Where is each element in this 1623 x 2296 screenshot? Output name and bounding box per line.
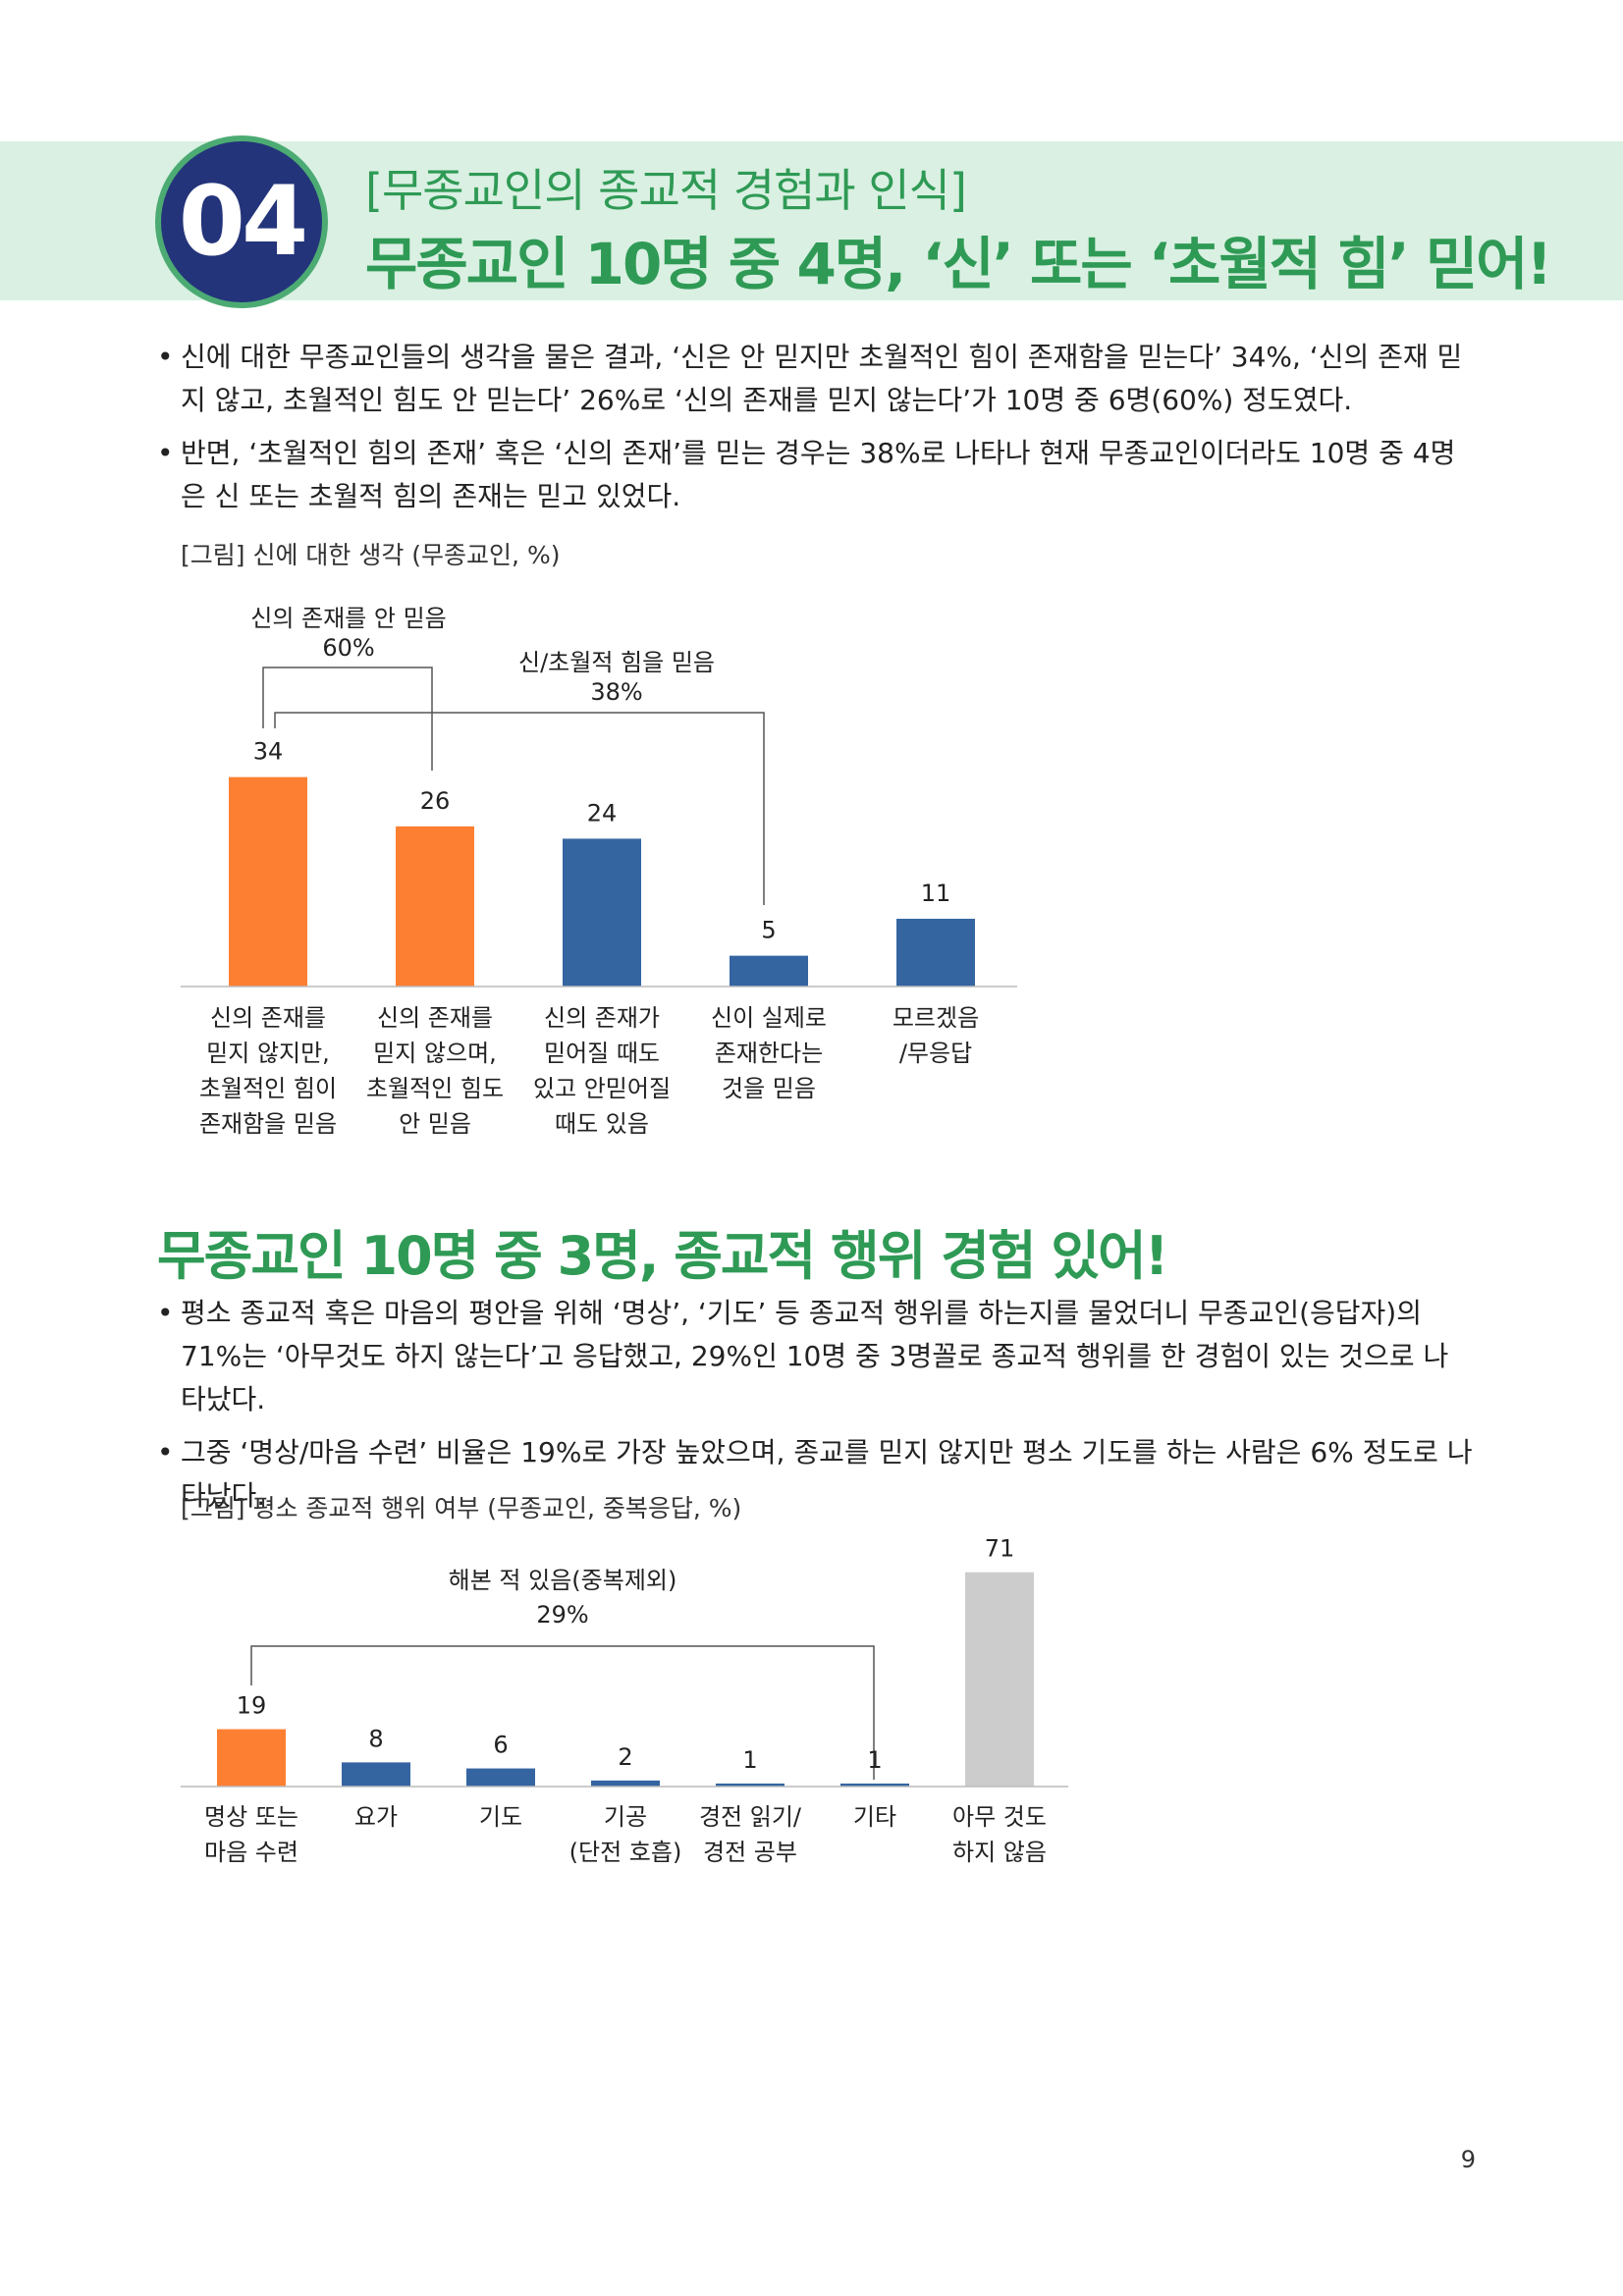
data-label: 6	[493, 1732, 508, 1759]
data-label: 1	[867, 1746, 882, 1774]
bar	[563, 838, 641, 987]
data-label: 11	[921, 880, 951, 907]
chart-religious-practice: 해본 적 있음(중복제외) 29% 19 8 6 2 1 1 71 명상 또는 마음 수련 요가…	[181, 1535, 1068, 1866]
category-label: 모르겠음/무응답	[893, 1004, 979, 1067]
data-label: 8	[368, 1725, 383, 1752]
category-label: 신이 실제로 존재한다는 것을 믿음	[711, 1004, 827, 1102]
annotation-value: 29%	[536, 1601, 588, 1629]
chart1-brackets: 신의 존재를 안 믿음 60% 신/초월적 힘을 믿음 38%	[250, 605, 765, 905]
bar	[342, 1762, 410, 1787]
bar	[229, 776, 307, 987]
badge-number: 04	[178, 166, 308, 278]
header-subtitle: [무종교인의 종교적 경험과 인식]	[365, 164, 967, 217]
data-label: 5	[761, 917, 776, 944]
bar	[396, 826, 474, 987]
bar	[466, 1768, 535, 1787]
figure-caption-1: [그림] 신에 대한 생각 (무종교인, %)	[181, 541, 561, 569]
category-label: 신의 존재를 믿지 않으며, 초월적인 힘도 안 믿음	[366, 1004, 504, 1138]
category-label: 신의 존재를 믿지 않지만, 초월적인 힘이 존재함을 믿음	[199, 1004, 337, 1138]
category-label: 기공 (단전 호흡)	[569, 1803, 682, 1866]
category-label: 기타	[853, 1803, 896, 1831]
bar	[217, 1729, 286, 1787]
bar	[591, 1780, 660, 1787]
annotation-value: 60%	[322, 634, 374, 662]
category-label: 기도	[479, 1803, 522, 1831]
annotation-label: 신의 존재를 안 믿음	[250, 605, 447, 632]
bullet-item: 평소 종교적 혹은 마음의 평안을 위해 ‘명상’, ‘기도’ 등 종교적 행위…	[157, 1292, 1473, 1421]
bullet-item: 반면, ‘초월적인 힘의 존재’ 혹은 ‘신의 존재’를 믿는 경우는 38%로…	[157, 432, 1473, 518]
section1-bullets: 신에 대한 무종교인들의 생각을 물은 결과, ‘신은 안 믿지만 초월적인 힘…	[157, 336, 1473, 528]
bar	[896, 918, 975, 987]
data-label: 26	[420, 787, 451, 815]
chart2-brackets: 해본 적 있음(중복제외) 29%	[250, 1567, 875, 1780]
header-title: 무종교인 10명 중 4명, ‘신’ 또는 ‘초월적 힘’ 믿어!	[365, 231, 1552, 297]
section2-title: 무종교인 10명 중 3명, 종교적 행위 경험 있어!	[157, 1225, 1168, 1287]
bar	[840, 1783, 909, 1787]
data-label: 1	[742, 1746, 757, 1774]
bar	[965, 1572, 1034, 1787]
data-label: 34	[253, 738, 284, 766]
section2-bullets: 평소 종교적 혹은 마음의 평안을 위해 ‘명상’, ‘기도’ 등 종교적 행위…	[157, 1292, 1473, 1527]
category-label: 경전 읽기/경전 공부	[699, 1803, 802, 1866]
category-label: 신의 존재가 믿어질 때도 있고 안믿어질 때도 있음	[533, 1004, 671, 1138]
bullet-item: 그중 ‘명상/마음 수련’ 비율은 19%로 가장 높았으며, 종교를 믿지 않…	[157, 1431, 1473, 1518]
data-label: 2	[618, 1743, 632, 1771]
data-label: 19	[237, 1692, 267, 1720]
chart-belief-in-god: 신의 존재를 안 믿음 60% 신/초월적 힘을 믿음 38% 34 26 24 5 1…	[181, 605, 1017, 1138]
section-number-badge: 04	[155, 135, 328, 308]
category-label: 명상 또는 마음 수련	[204, 1803, 298, 1866]
category-label: 요가	[354, 1803, 398, 1831]
annotation-label: 신/초월적 힘을 믿음	[518, 649, 715, 676]
data-label: 71	[985, 1535, 1015, 1563]
bar	[730, 955, 808, 987]
data-label: 24	[587, 799, 618, 827]
annotation-label: 해본 적 있음(중복제외)	[449, 1567, 677, 1594]
category-label: 아무 것도 하지 않음	[952, 1803, 1047, 1866]
figure-caption-2: [그림] 평소 종교적 행위 여부 (무종교인, 중복응답, %)	[181, 1494, 742, 1522]
bar	[716, 1783, 784, 1787]
page-number: 9	[1460, 2146, 1476, 2173]
annotation-value: 38%	[590, 678, 642, 706]
bullet-item: 신에 대한 무종교인들의 생각을 물은 결과, ‘신은 안 믿지만 초월적인 힘…	[157, 336, 1473, 422]
